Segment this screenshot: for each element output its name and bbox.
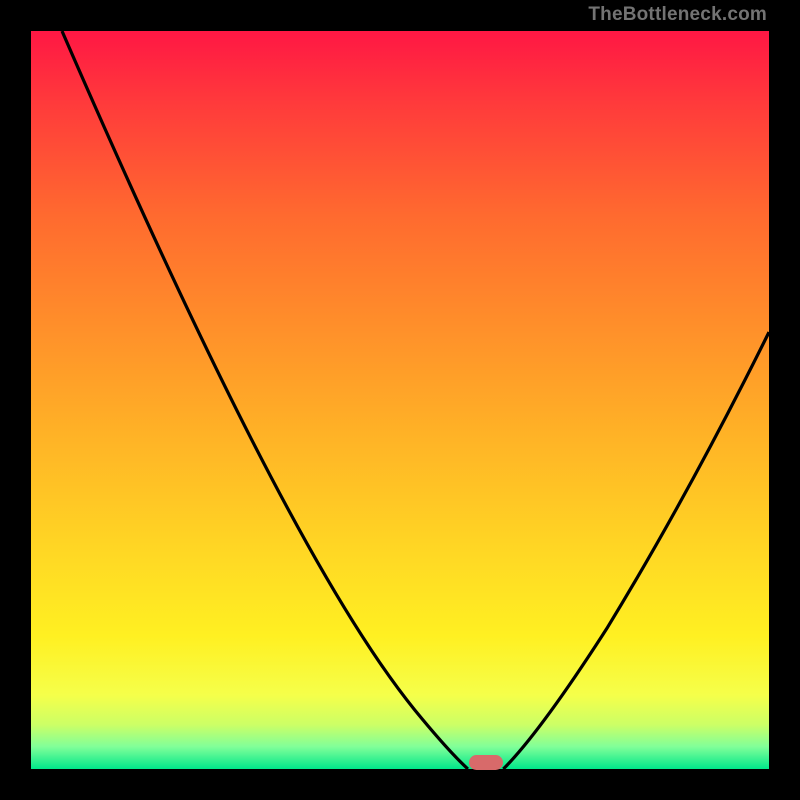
minimum-marker: [469, 755, 503, 770]
bottleneck-curve: [31, 31, 769, 769]
watermark-label: TheBottleneck.com: [588, 4, 767, 26]
plot-area: [31, 31, 769, 769]
chart-frame: TheBottleneck.com: [0, 0, 800, 800]
